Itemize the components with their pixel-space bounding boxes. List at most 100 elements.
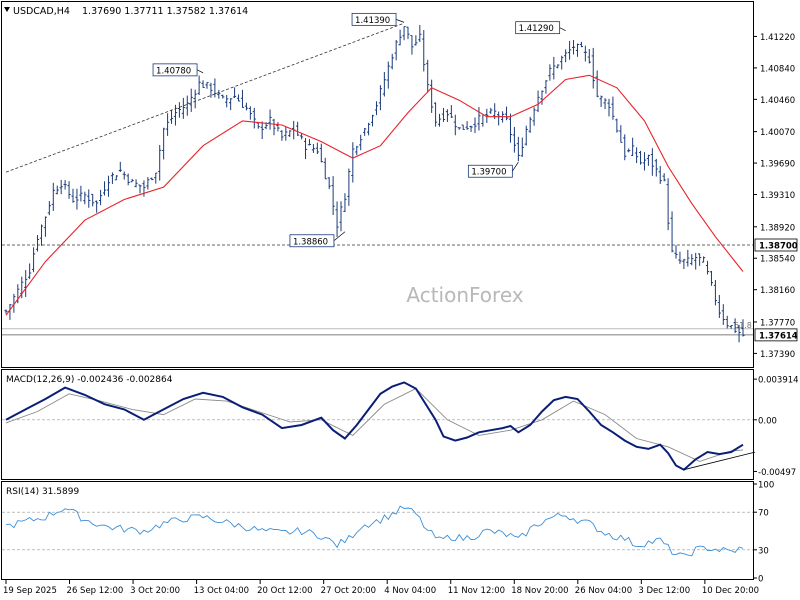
time-tick-label: 26 Nov 04:00 (575, 586, 632, 596)
ohlc-bar (339, 201, 343, 232)
rsi-tick-label: 30 (758, 546, 769, 556)
last-price-badge (754, 328, 798, 342)
ohlc-bar (591, 47, 595, 89)
ohlc-bar (733, 318, 737, 334)
ohlc-bar (347, 168, 351, 206)
price-tick-label: 1.40070 (760, 128, 795, 138)
ohlc-bar (98, 189, 103, 206)
ohlc-bar (634, 147, 639, 164)
symbol-label: USDCAD,H4 (13, 6, 70, 17)
ohlc-bar (193, 89, 197, 109)
ohlc-bar (394, 39, 398, 61)
price-callout: 1.41390 (351, 12, 405, 26)
ohlc-bar (406, 26, 410, 40)
ohlc-bar (229, 98, 233, 111)
ohlc-bar (611, 96, 615, 120)
ohlc-bar (327, 177, 331, 190)
ohlc-bar (39, 224, 44, 246)
ohlc-bar (83, 191, 87, 205)
rsi-lines (2, 505, 753, 557)
ohlc-bar (382, 72, 386, 97)
ohlc-bar (540, 90, 544, 105)
ohlc-bar (51, 182, 55, 211)
ohlc-bar (666, 178, 670, 231)
ohlc-bar (642, 152, 647, 171)
ohlc-bar (280, 130, 284, 141)
ohlc-bar (662, 173, 666, 182)
ohlc-bar (303, 137, 308, 160)
ohlc-bar (583, 45, 587, 62)
macd-panel-frame (1, 369, 754, 480)
ohlc-bar (173, 104, 178, 126)
ohlc-bar (162, 127, 166, 160)
callout-box (289, 234, 335, 248)
ohlc-bar (532, 107, 536, 126)
rsi-title: RSI(14) 31.5899 (6, 487, 79, 497)
callout-box (515, 21, 561, 35)
price-tick-label: 1.40460 (760, 96, 795, 106)
ohlc-bar (252, 107, 256, 129)
ohlc-bar (197, 75, 201, 96)
ohlc-bar (95, 200, 99, 213)
price-tick-label: 1.37770 (760, 318, 795, 328)
ohlc-bar (138, 184, 142, 194)
chart-header: USDCAD,H4 1.37690 1.37711 1.37582 1.3761… (4, 6, 248, 17)
ohlc-bar (595, 70, 599, 98)
macd-tick-label: 0.00 (758, 416, 777, 426)
ohlc-bar (690, 254, 694, 266)
ohlc-bar (650, 148, 654, 176)
callout-label: 1.39700 (471, 168, 506, 178)
ohlc-bar (686, 249, 690, 267)
callout-label: 1.40780 (156, 66, 191, 76)
ohlc-bar (709, 270, 714, 286)
ohlc-bar (43, 216, 48, 237)
ohlc-bar (729, 325, 733, 329)
time-tick-label: 4 Nov 04:00 (384, 586, 436, 596)
ohlc-bar (485, 108, 489, 123)
ohlc-bar (359, 134, 363, 151)
ohlc-bar (623, 134, 627, 161)
price-tick-label: 1.38160 (760, 286, 795, 296)
ohlc-bar (445, 109, 450, 122)
macd-lines (2, 381, 756, 471)
callout-box (351, 12, 397, 26)
ohlc-bar (489, 107, 493, 114)
ohlc-bar (217, 89, 221, 99)
ohlc-bar (717, 294, 721, 318)
time-tick-label: 20 Oct 12:00 (257, 586, 312, 596)
price-axis: 1.41220 1.40840 1.40460 1.40070 1.39690 1.393… (753, 33, 798, 360)
callout-leader (395, 19, 405, 23)
ohlc-bar (433, 102, 438, 127)
ohlc-bar (296, 121, 300, 136)
ohlc-bar (453, 114, 457, 136)
ohlc-bar (91, 193, 95, 207)
time-tick-label: 3 Dec 12:00 (638, 586, 690, 596)
ohlc-bar (67, 181, 71, 199)
ohlc-bar (106, 175, 111, 197)
macd-tick-label: 0.003914 (758, 376, 799, 386)
price-tick-label: 1.40840 (760, 64, 795, 74)
ohlc-bar (240, 89, 245, 108)
price-callout: 1.38860 (289, 231, 346, 248)
ohlc-bar (355, 145, 359, 156)
ohlc-bar (122, 171, 126, 180)
price-tick-label: 1.41220 (760, 33, 795, 43)
ohlc-bar (268, 109, 272, 130)
ohlc-bar (461, 124, 465, 130)
ohlc-bar (299, 133, 304, 140)
level-badge-label: 1.38700 (759, 242, 798, 252)
ohlc-bar (536, 90, 540, 113)
ohlc-bar (150, 177, 154, 181)
ohlc-bar (154, 172, 158, 184)
price-panel-frame (1, 1, 754, 368)
ohlc-bar (209, 82, 213, 98)
ohlc-bar (512, 126, 517, 153)
ohlc-bar (63, 180, 67, 190)
ohlc-bar (619, 125, 623, 143)
ohlc-bar (528, 116, 532, 133)
ohlc-bar (335, 201, 339, 237)
rsi-panel-frame (1, 481, 754, 580)
uptrend-line (5, 22, 405, 173)
price-tick-label: 1.39310 (760, 191, 795, 201)
